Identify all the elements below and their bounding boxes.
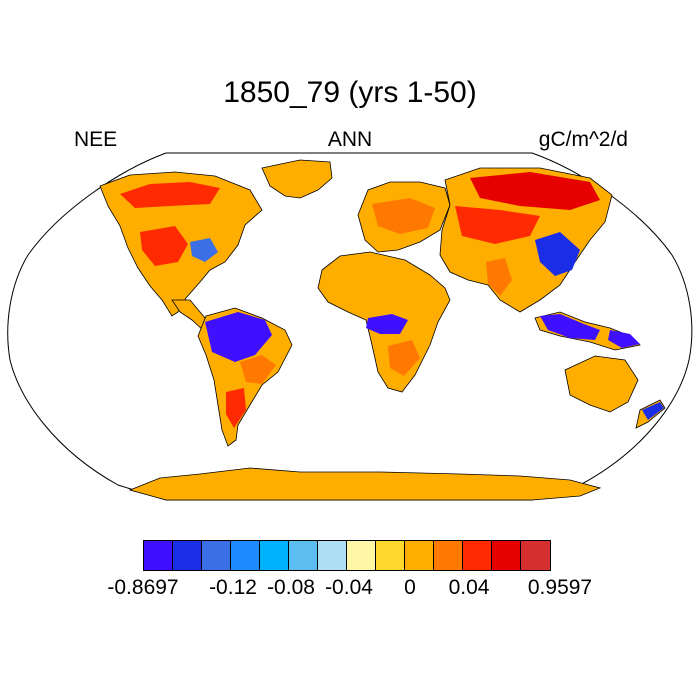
argentina-red-patch bbox=[226, 388, 246, 428]
greenland-land bbox=[261, 159, 333, 199]
africa-south-red-patch bbox=[388, 340, 420, 376]
colorbar-swatch bbox=[173, 541, 202, 570]
colorbar-swatch bbox=[347, 541, 376, 570]
canada-red-patch bbox=[120, 182, 220, 208]
congo-patch bbox=[366, 314, 408, 334]
europe-red-patch bbox=[372, 198, 435, 234]
colorbar-swatch bbox=[144, 541, 173, 570]
png-patch bbox=[608, 330, 640, 348]
colorbar-swatch bbox=[202, 541, 231, 570]
east-us-blue-patch bbox=[190, 238, 218, 262]
china-blue-patch bbox=[535, 232, 580, 276]
antarctica-land bbox=[128, 467, 602, 501]
siberia-red-patch bbox=[470, 172, 600, 210]
colorbar-swatch bbox=[434, 541, 463, 570]
colorbar-swatch bbox=[260, 541, 289, 570]
nz-blue-patch bbox=[642, 402, 664, 420]
colorbar-label: 0 bbox=[404, 576, 416, 599]
colorbar-label: -0.08 bbox=[267, 576, 315, 599]
colorbar-label: 0.04 bbox=[448, 576, 490, 599]
us-red-patch bbox=[140, 226, 188, 266]
colorbar-swatch bbox=[405, 541, 434, 570]
colorbar-label: -0.8697 bbox=[107, 576, 179, 599]
colorbar-swatch bbox=[521, 541, 550, 570]
colorbar-swatch bbox=[318, 541, 347, 570]
se-asia-patch bbox=[540, 314, 600, 340]
india-red-patch bbox=[486, 258, 512, 296]
colorbar bbox=[143, 540, 551, 571]
amazon-patch bbox=[205, 312, 272, 362]
variable-label: NEE bbox=[74, 128, 118, 151]
australia-land bbox=[564, 355, 639, 413]
colorbar-swatch bbox=[231, 541, 260, 570]
colorbar-label: -0.12 bbox=[209, 576, 257, 599]
colorbar-swatch bbox=[376, 541, 405, 570]
season-label: ANN bbox=[327, 128, 373, 151]
russia-red-patch bbox=[455, 206, 540, 244]
map-title: 1850_79 (yrs 1-50) bbox=[223, 76, 477, 109]
colorbar-swatch bbox=[463, 541, 492, 570]
brazil-red-patch bbox=[240, 355, 276, 384]
units-label: gC/m^2/d bbox=[538, 128, 628, 151]
colorbar-swatch bbox=[289, 541, 318, 570]
colorbar-swatch bbox=[492, 541, 521, 570]
colorbar-label: -0.04 bbox=[325, 576, 373, 599]
colorbar-label: 0.9597 bbox=[527, 576, 593, 599]
